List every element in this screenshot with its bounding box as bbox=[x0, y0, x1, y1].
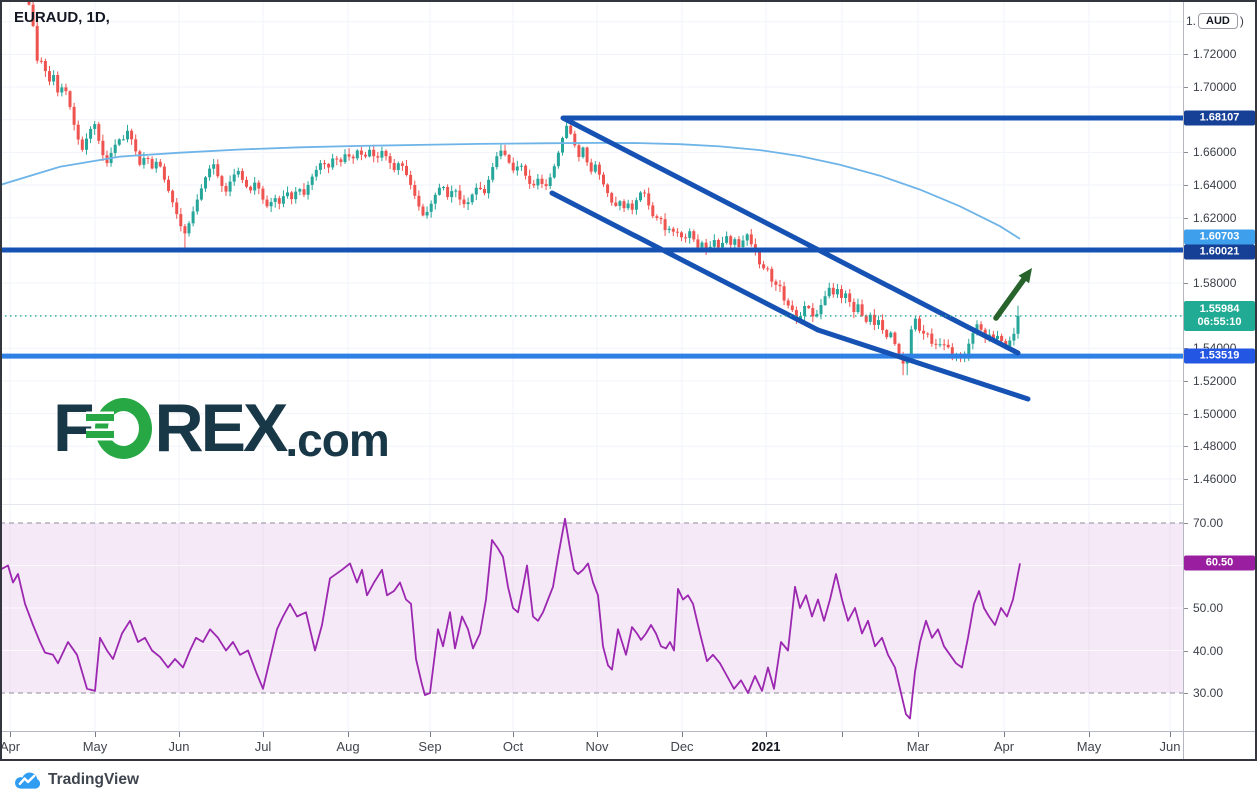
rsi-line[interactable] bbox=[0, 517, 1021, 720]
time-axis-label: Jun bbox=[1159, 739, 1181, 754]
time-axis-label: Mar bbox=[906, 739, 930, 754]
price-tick-label: 1.52000 bbox=[1193, 374, 1237, 388]
unit-prefix: 1. bbox=[1186, 14, 1197, 28]
time-tick-mark bbox=[430, 732, 431, 737]
tradingview-attribution[interactable]: TradingView bbox=[0, 761, 1258, 799]
time-tick-mark bbox=[513, 732, 514, 737]
current-price-value: 1.55984 bbox=[1199, 303, 1240, 315]
time-tick-mark bbox=[263, 732, 264, 737]
candlestick-series[interactable] bbox=[27, 0, 1020, 376]
time-axis-label: Dec bbox=[670, 739, 694, 754]
up-arrow-annotation[interactable] bbox=[993, 268, 1032, 321]
bar-countdown: 06:55:10 bbox=[1197, 316, 1242, 328]
time-axis-label: Jun bbox=[168, 739, 190, 754]
price-tick-label: 1.48000 bbox=[1193, 439, 1237, 453]
price-tick-label: 1.70000 bbox=[1193, 80, 1237, 94]
price-tick-label: 1.50000 bbox=[1193, 407, 1237, 421]
frame-bottom bbox=[0, 759, 1257, 761]
price-tick-label: 1.72000 bbox=[1193, 47, 1237, 61]
frame-top bbox=[0, 0, 1257, 2]
rsi-tick-label: 30.00 bbox=[1193, 686, 1224, 700]
price-tick-mark bbox=[1184, 185, 1188, 186]
symbol-legend[interactable]: EURAUD, 1D, bbox=[14, 9, 110, 26]
price-level-badge: 1.53519 bbox=[1184, 348, 1255, 364]
price-tick-label: 1.64000 bbox=[1193, 178, 1237, 192]
price-level-badge: 1.60021 bbox=[1184, 244, 1255, 260]
price-tick-mark bbox=[1184, 87, 1188, 88]
time-tick-mark bbox=[1089, 732, 1090, 737]
rsi-tick-mark bbox=[1184, 651, 1188, 652]
price-tick-mark bbox=[1184, 414, 1188, 415]
rsi-tick-mark bbox=[1184, 693, 1188, 694]
price-tick-mark bbox=[1184, 479, 1188, 480]
pane-separator[interactable] bbox=[0, 504, 1183, 505]
forex-watermark: F REX .com bbox=[53, 390, 390, 466]
time-tick-mark bbox=[682, 732, 683, 737]
channel-trendline[interactable] bbox=[815, 327, 1031, 402]
rsi-tick-mark bbox=[1184, 523, 1188, 524]
time-axis-separator bbox=[0, 731, 1256, 732]
rsi-tick-label: 70.00 bbox=[1193, 516, 1224, 530]
forex-o-icon bbox=[85, 397, 152, 459]
time-tick-mark bbox=[1170, 732, 1171, 737]
price-tick-mark bbox=[1184, 381, 1188, 382]
rsi-tick-label: 50.00 bbox=[1193, 601, 1224, 615]
forex-watermark-rex: REX bbox=[154, 390, 289, 466]
forex-watermark-f: F bbox=[53, 390, 95, 466]
ma-value-badge: 1.60703 bbox=[1184, 229, 1255, 245]
current-price-badge: 1.55984 06:55:10 bbox=[1184, 301, 1255, 331]
time-tick-mark bbox=[95, 732, 96, 737]
frame-right bbox=[1255, 0, 1257, 761]
frame-left bbox=[0, 0, 2, 761]
time-tick-mark bbox=[10, 732, 11, 737]
channel-trendline[interactable] bbox=[549, 190, 821, 333]
time-axis-label: Apr bbox=[0, 739, 21, 754]
time-tick-mark bbox=[766, 732, 767, 737]
price-tick-mark bbox=[1184, 152, 1188, 153]
tradingview-logo-icon[interactable] bbox=[14, 770, 41, 791]
price-level-badge: 1.68107 bbox=[1184, 110, 1255, 126]
tradingview-label[interactable]: TradingView bbox=[48, 771, 140, 788]
price-tick-label: 1.58000 bbox=[1193, 276, 1237, 290]
price-tick-label: 1.66000 bbox=[1193, 145, 1237, 159]
price-axis[interactable]: 1.72000 1.70000 1.66000 1.64000 1.62000 1.580… bbox=[1184, 0, 1256, 759]
channel-trendline[interactable] bbox=[560, 115, 1021, 356]
price-tick-mark bbox=[1184, 283, 1188, 284]
time-tick-mark bbox=[918, 732, 919, 737]
symbol-legend-label: EURAUD, 1D, bbox=[14, 9, 110, 26]
time-axis-label: May bbox=[82, 739, 108, 754]
rsi-pane[interactable] bbox=[0, 522, 1183, 694]
price-axis-separator bbox=[1183, 0, 1184, 759]
time-tick-mark bbox=[842, 732, 843, 737]
time-tick-mark bbox=[1004, 732, 1005, 737]
aud-unit-button[interactable]: AUD bbox=[1198, 13, 1238, 29]
time-axis-label: Apr bbox=[993, 739, 1015, 754]
time-axis-label: Sep bbox=[418, 739, 442, 754]
time-axis-label: Nov bbox=[585, 739, 609, 754]
rsi-value-badge: 60.50 bbox=[1184, 555, 1255, 571]
time-tick-mark bbox=[348, 732, 349, 737]
forex-watermark-com: .com bbox=[285, 414, 389, 466]
rsi-tick-label: 40.00 bbox=[1193, 644, 1224, 658]
time-axis-label: 2021 bbox=[751, 739, 781, 754]
price-tick-mark bbox=[1184, 218, 1188, 219]
price-tick-mark bbox=[1184, 446, 1188, 447]
chart-canvas[interactable] bbox=[0, 0, 1184, 759]
time-axis-label: Jul bbox=[254, 739, 272, 754]
price-tick-label: 1.46000 bbox=[1193, 472, 1237, 486]
price-axis-unit-row: 1. AUD ) bbox=[1186, 13, 1244, 29]
time-axis-label: Oct bbox=[502, 739, 524, 754]
rsi-tick-mark bbox=[1184, 608, 1188, 609]
price-tick-mark bbox=[1184, 54, 1188, 55]
time-axis-label: Aug bbox=[336, 739, 360, 754]
price-tick-label: 1.62000 bbox=[1193, 211, 1237, 225]
time-tick-mark bbox=[597, 732, 598, 737]
time-tick-mark bbox=[179, 732, 180, 737]
time-axis-label: May bbox=[1076, 739, 1102, 754]
ma-line[interactable] bbox=[0, 141, 1021, 240]
unit-suffix: ) bbox=[1239, 14, 1244, 28]
time-axis[interactable]: Apr May Jun Jul Aug Sep Oct Nov Dec 2021 Mar Apr May… bbox=[0, 731, 1256, 759]
